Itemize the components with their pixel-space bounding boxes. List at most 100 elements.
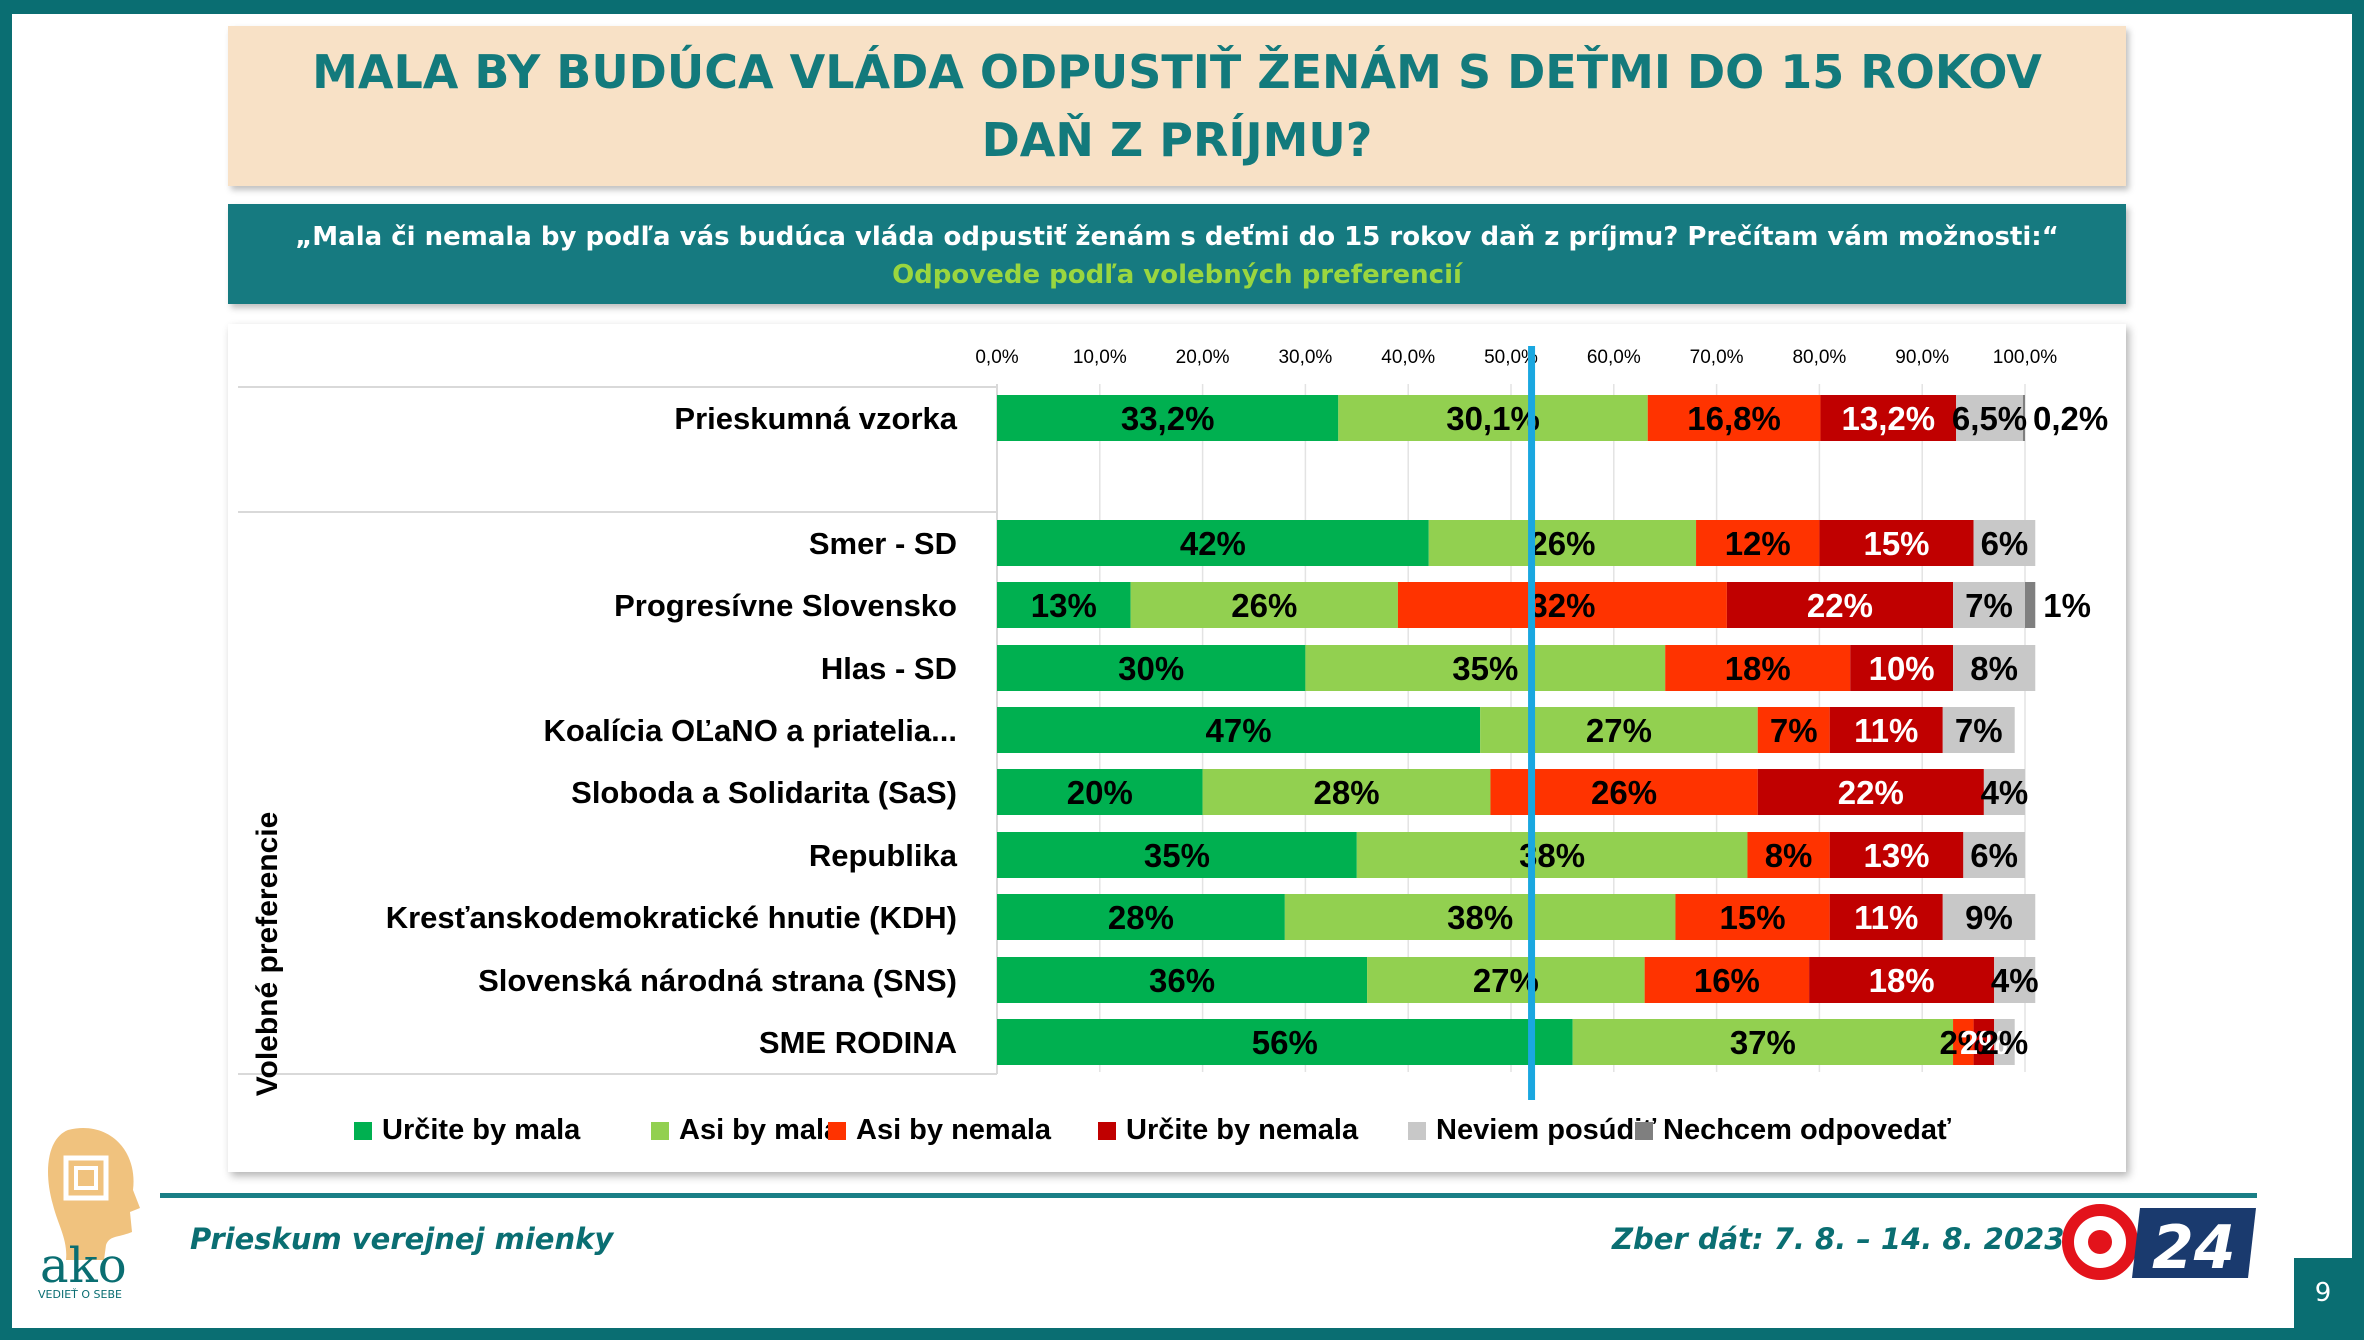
- bar-segment: [1942, 707, 2015, 753]
- data-label: 35%: [1452, 650, 1518, 687]
- data-label: 8%: [1970, 650, 2018, 687]
- data-label: 27%: [1473, 962, 1539, 999]
- bar-segment: [1130, 582, 1398, 628]
- bar-segment: [1953, 1019, 1974, 1065]
- bar-segment: [2022, 395, 2025, 441]
- bar-segment: [997, 395, 1339, 441]
- data-label: 10%: [1869, 650, 1935, 687]
- data-label: 6,5%: [1952, 400, 2027, 437]
- question-banner: „Mala či nemala by podľa vás budúca vlád…: [228, 204, 2126, 304]
- subquestion-text: Odpovede podľa volebných preferencií: [892, 260, 1462, 290]
- bar-segment: [1572, 1019, 1954, 1065]
- data-label: 47%: [1206, 712, 1272, 749]
- bar-segment: [1757, 769, 1984, 815]
- bar-segment: [1428, 520, 1697, 566]
- row-label: Kresťanskodemokratické hnutie (KDH): [386, 900, 957, 935]
- footer-date-label: Zber dát: 7. 8. – 14. 8. 2023: [1612, 1222, 2065, 1256]
- legend-swatch: [354, 1122, 372, 1140]
- bar-segment: [997, 894, 1285, 940]
- data-label: 2%: [1960, 1024, 2008, 1061]
- bar-segment: [1305, 645, 1666, 691]
- legend-label: Určite by mala: [382, 1114, 581, 1146]
- data-label: 1%: [2043, 587, 2091, 624]
- data-label: 2%: [1939, 1024, 1987, 1061]
- data-label: 28%: [1313, 774, 1379, 811]
- row-label: Hlas - SD: [821, 651, 957, 686]
- bar-segment: [1850, 645, 1954, 691]
- data-label: 16%: [1694, 962, 1760, 999]
- data-label: 26%: [1591, 774, 1657, 811]
- ako-logo-text: ako: [40, 1238, 127, 1294]
- bar-segment: [1338, 395, 1648, 441]
- bar-segment: [997, 1019, 1573, 1065]
- data-label: 6%: [1981, 525, 2029, 562]
- bar-segment: [1675, 894, 1830, 940]
- ako-logo-icon: ako VEDIEŤ O SEBE: [38, 1128, 140, 1300]
- row-label: Republika: [809, 838, 958, 873]
- legend-label: Asi by nemala: [856, 1114, 1052, 1146]
- bar-segment: [997, 832, 1357, 878]
- x-tick-label: 40,0%: [1381, 347, 1435, 368]
- bar-segment: [997, 582, 1131, 628]
- data-label: 22%: [1807, 587, 1873, 624]
- bar-segment: [997, 645, 1306, 691]
- data-label: 11%: [1854, 712, 1918, 749]
- row-label: Koalícia OĽaNO a priatelia...: [544, 713, 957, 748]
- data-label: 33,2%: [1121, 400, 1215, 437]
- data-label: 36%: [1149, 962, 1215, 999]
- bar-segment: [1356, 832, 1748, 878]
- bar-segment: [997, 707, 1481, 753]
- data-label: 7%: [1770, 712, 1818, 749]
- x-tick-label: 10,0%: [1073, 347, 1127, 368]
- x-tick-label: 90,0%: [1895, 347, 1949, 368]
- bar-segment: [1726, 582, 1954, 628]
- data-label: 30%: [1118, 650, 1184, 687]
- bar-segment: [1994, 957, 2036, 1003]
- bar-segment: [1644, 957, 1810, 1003]
- data-label: 26%: [1231, 587, 1297, 624]
- page-title: MALA BY BUDÚCA VLÁDA ODPUSTIŤ ŽENÁM S DE…: [312, 45, 2042, 167]
- bar-segment: [1953, 582, 2025, 628]
- bar-segment: [997, 520, 1429, 566]
- data-label: 30,1%: [1446, 400, 1540, 437]
- data-label: 13%: [1863, 837, 1929, 874]
- x-tick-label: 100,0%: [1993, 347, 2058, 368]
- bar-segment: [1820, 395, 1957, 441]
- legend-swatch: [1098, 1122, 1116, 1140]
- data-label: 12%: [1725, 525, 1791, 562]
- data-label: 18%: [1869, 962, 1935, 999]
- bar-segment: [1953, 645, 2036, 691]
- legend-swatch: [651, 1122, 669, 1140]
- row-label: Slovenská národná strana (SNS): [478, 963, 957, 998]
- bar-segment: [1747, 832, 1830, 878]
- bar-segment: [1829, 832, 1964, 878]
- bar-segment: [1647, 395, 1821, 441]
- data-label: 56%: [1252, 1024, 1318, 1061]
- legend-label: Asi by mala: [679, 1114, 841, 1146]
- data-label: 18%: [1725, 650, 1791, 687]
- x-tick-label: 70,0%: [1690, 347, 1744, 368]
- row-label: Prieskumná vzorka: [674, 401, 957, 436]
- data-label: 22%: [1838, 774, 1904, 811]
- data-label: 27%: [1586, 712, 1652, 749]
- data-label: 28%: [1108, 899, 1174, 936]
- data-label: 7%: [1965, 587, 2013, 624]
- title-banner: MALA BY BUDÚCA VLÁDA ODPUSTIŤ ŽENÁM S DE…: [228, 26, 2126, 186]
- stacked-bar-chart: 0,0% 10,0% 20,0% 30,0% 40,0% 50,0% 60,0% 70,0% 8…: [238, 346, 2108, 1146]
- bar-segment: [1973, 520, 2036, 566]
- bar-segment: [1983, 769, 2025, 815]
- data-label: 7%: [1955, 712, 2003, 749]
- data-label: 42%: [1180, 525, 1246, 562]
- bar-segment: [1973, 1019, 1995, 1065]
- data-label: 15%: [1720, 899, 1786, 936]
- bar-segment: [1829, 894, 1943, 940]
- data-label: 8%: [1765, 837, 1813, 874]
- data-label: 35%: [1144, 837, 1210, 874]
- chart-panel: 0,0% 10,0% 20,0% 30,0% 40,0% 50,0% 60,0% 70,0% 8…: [228, 324, 2126, 1172]
- y-axis-title: Volebné preferencie: [251, 812, 284, 1097]
- x-tick-label: 60,0%: [1587, 347, 1641, 368]
- bar-segment: [1829, 707, 1943, 753]
- bar-segment: [1819, 520, 1974, 566]
- data-label: 13%: [1031, 587, 1097, 624]
- x-tick-label: 20,0%: [1176, 347, 1230, 368]
